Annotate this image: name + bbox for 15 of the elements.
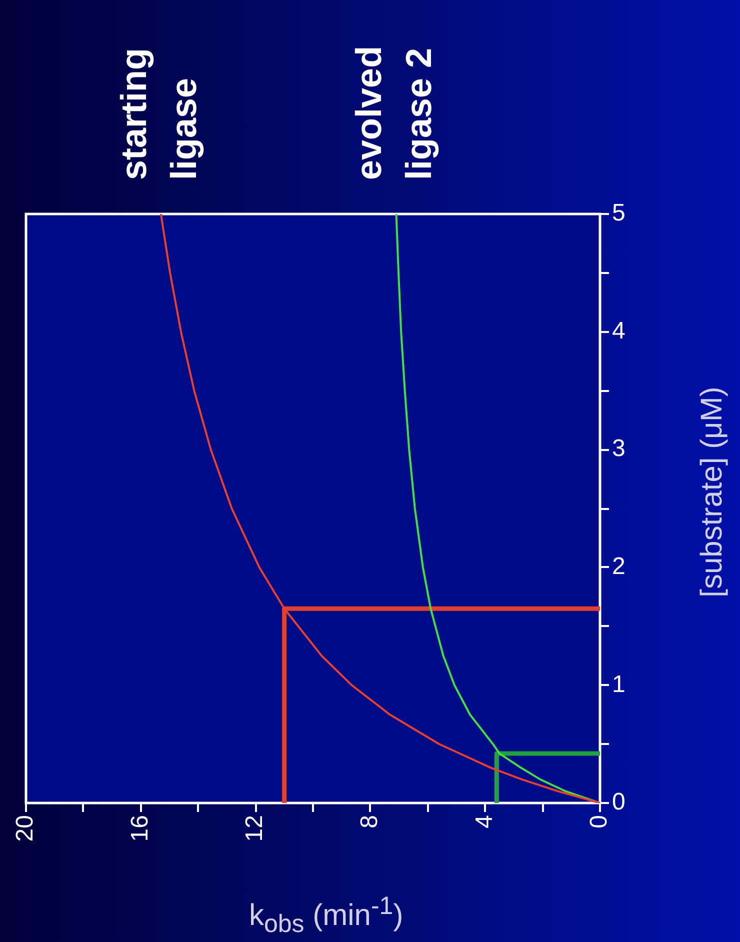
y-axis-title: [substrate] (μM) <box>694 386 729 598</box>
x-tick-label: 20 <box>12 815 39 842</box>
x-tick-label: 16 <box>126 815 154 842</box>
y-tick-label: 2 <box>612 553 626 580</box>
x-axis-title: k$_{obs}$ (min$^{-1}$) <box>249 892 404 938</box>
x-tick-label: 4 <box>470 815 498 828</box>
y-tick-label: 1 <box>612 670 626 698</box>
x-tick-label: 12 <box>241 815 268 842</box>
y-tick-label: 3 <box>612 435 626 462</box>
x-tick-label: 0 <box>586 815 613 828</box>
y-tick-label: 4 <box>612 317 626 344</box>
y-tick-label: 5 <box>612 200 626 227</box>
text: starting ligase <box>112 48 204 180</box>
text: evolved ligase 2 <box>348 46 440 180</box>
x-tick-label: 8 <box>356 815 384 828</box>
